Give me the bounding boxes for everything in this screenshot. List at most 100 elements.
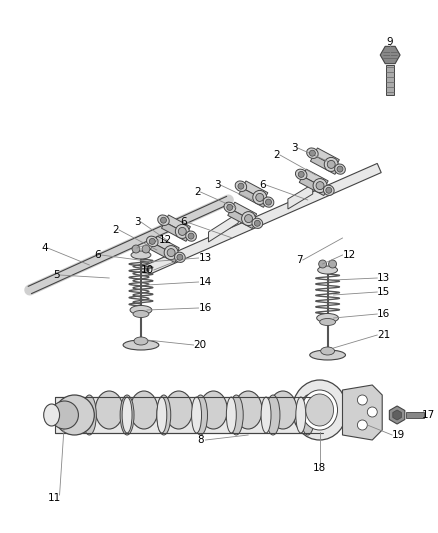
Circle shape <box>132 245 140 253</box>
Ellipse shape <box>191 397 201 433</box>
Ellipse shape <box>293 380 347 440</box>
Text: 6: 6 <box>180 217 187 227</box>
Ellipse shape <box>302 390 338 430</box>
Text: 10: 10 <box>141 265 154 275</box>
Ellipse shape <box>130 305 152 314</box>
Text: 13: 13 <box>377 273 391 283</box>
Circle shape <box>265 199 272 205</box>
Text: 2: 2 <box>113 225 119 235</box>
Circle shape <box>160 217 166 223</box>
Ellipse shape <box>147 236 158 247</box>
Polygon shape <box>145 164 381 274</box>
Circle shape <box>367 407 377 417</box>
Circle shape <box>149 238 155 245</box>
Ellipse shape <box>313 179 327 192</box>
Circle shape <box>142 245 150 253</box>
Ellipse shape <box>95 391 123 429</box>
Text: 18: 18 <box>313 463 326 473</box>
Ellipse shape <box>256 193 264 201</box>
Text: 8: 8 <box>197 435 204 445</box>
Text: 5: 5 <box>53 270 60 280</box>
Ellipse shape <box>164 246 178 260</box>
Ellipse shape <box>82 395 96 435</box>
Ellipse shape <box>244 215 253 223</box>
Polygon shape <box>231 202 257 221</box>
Text: 12: 12 <box>159 235 172 245</box>
Ellipse shape <box>51 401 78 429</box>
Ellipse shape <box>131 251 151 259</box>
Ellipse shape <box>327 160 335 168</box>
Polygon shape <box>393 410 401 420</box>
Polygon shape <box>242 181 268 200</box>
Ellipse shape <box>321 347 335 355</box>
Ellipse shape <box>130 391 158 429</box>
Ellipse shape <box>226 397 236 433</box>
Ellipse shape <box>167 248 175 256</box>
Circle shape <box>326 187 332 193</box>
Ellipse shape <box>253 190 267 204</box>
Ellipse shape <box>230 395 243 435</box>
Text: 2: 2 <box>194 187 201 197</box>
Ellipse shape <box>178 228 186 236</box>
Text: 13: 13 <box>198 253 212 263</box>
Polygon shape <box>228 209 255 229</box>
Ellipse shape <box>123 340 159 350</box>
Ellipse shape <box>242 212 255 225</box>
Polygon shape <box>343 385 382 440</box>
Text: 6: 6 <box>95 250 101 260</box>
Circle shape <box>227 204 233 211</box>
Circle shape <box>357 420 367 430</box>
Ellipse shape <box>175 224 189 238</box>
Ellipse shape <box>324 157 338 172</box>
Text: 3: 3 <box>291 143 298 153</box>
Ellipse shape <box>306 394 334 426</box>
Text: 4: 4 <box>41 243 48 253</box>
Ellipse shape <box>224 202 236 213</box>
Text: 16: 16 <box>198 303 212 313</box>
Ellipse shape <box>120 395 134 435</box>
Ellipse shape <box>133 311 149 318</box>
Ellipse shape <box>317 313 339 322</box>
Text: 12: 12 <box>343 250 356 260</box>
Ellipse shape <box>235 181 247 191</box>
Ellipse shape <box>165 391 193 429</box>
Ellipse shape <box>157 397 167 433</box>
Circle shape <box>238 183 244 189</box>
Bar <box>406 412 424 418</box>
Ellipse shape <box>318 266 338 274</box>
Ellipse shape <box>266 395 280 435</box>
Ellipse shape <box>186 231 196 241</box>
Polygon shape <box>380 46 400 63</box>
Ellipse shape <box>134 337 148 345</box>
Polygon shape <box>208 213 238 242</box>
Text: 16: 16 <box>377 309 391 319</box>
Ellipse shape <box>157 395 171 435</box>
Polygon shape <box>288 184 313 209</box>
Circle shape <box>337 166 343 172</box>
Ellipse shape <box>122 397 132 433</box>
Ellipse shape <box>261 397 271 433</box>
Text: 9: 9 <box>387 37 393 47</box>
Text: 15: 15 <box>377 287 391 297</box>
Circle shape <box>188 233 194 239</box>
Polygon shape <box>162 222 189 241</box>
Polygon shape <box>303 169 328 188</box>
Ellipse shape <box>296 397 306 433</box>
Polygon shape <box>299 176 327 196</box>
Text: 3: 3 <box>214 180 220 190</box>
Polygon shape <box>165 215 191 234</box>
Ellipse shape <box>194 395 208 435</box>
Ellipse shape <box>44 404 60 426</box>
Text: 6: 6 <box>259 180 266 190</box>
Ellipse shape <box>307 148 318 158</box>
Ellipse shape <box>174 252 185 262</box>
Polygon shape <box>311 155 338 174</box>
Text: 17: 17 <box>422 410 435 420</box>
Circle shape <box>309 150 315 156</box>
Ellipse shape <box>296 169 307 180</box>
Ellipse shape <box>158 215 169 225</box>
Polygon shape <box>314 148 339 167</box>
Polygon shape <box>239 188 267 207</box>
Ellipse shape <box>252 218 263 229</box>
Circle shape <box>357 395 367 405</box>
